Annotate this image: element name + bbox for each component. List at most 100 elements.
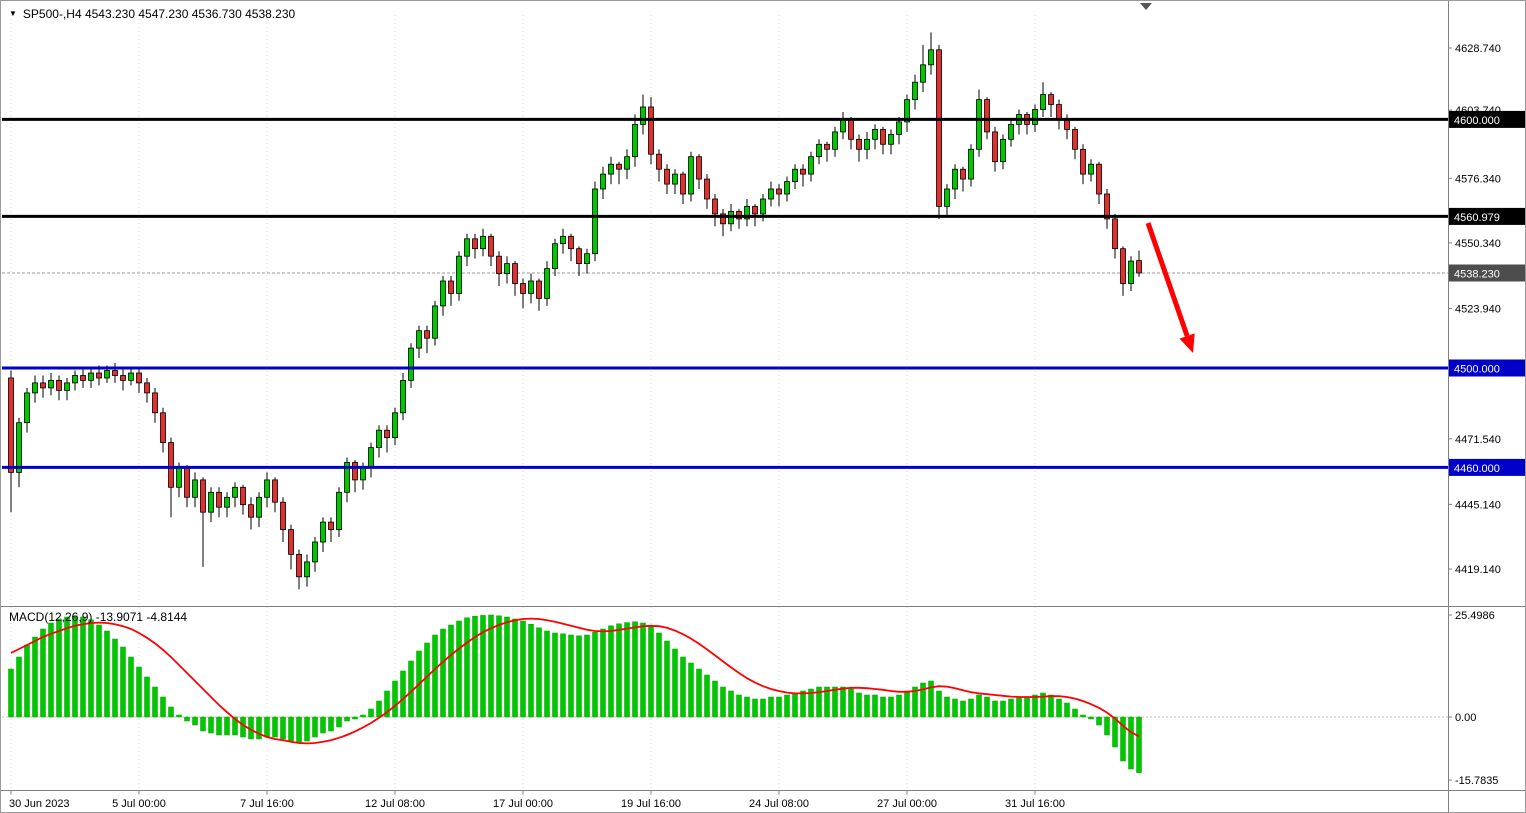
macd-bar <box>984 696 990 718</box>
chart-shift-marker-icon[interactable] <box>1140 3 1152 10</box>
chart-title: ▼ SP500-,H4 4543.230 4547.230 4536.730 4… <box>9 7 295 21</box>
macd-bar <box>944 696 950 718</box>
chart-plot-area[interactable] <box>1 1 1448 791</box>
price-tick-label: 4471.540 <box>1455 434 1501 446</box>
candle <box>480 228 486 257</box>
price-tick-label: 4445.140 <box>1455 499 1501 511</box>
candle <box>264 472 270 508</box>
macd-bar <box>216 716 222 736</box>
macd-bar <box>224 716 230 736</box>
macd-bar <box>392 680 398 718</box>
candle <box>1096 161 1102 204</box>
macd-bar <box>680 656 686 718</box>
macd-bar <box>800 690 806 718</box>
macd-bar <box>232 716 238 736</box>
macd-bar <box>1056 698 1062 718</box>
candle <box>64 378 70 401</box>
candle <box>112 363 118 383</box>
macd-bar <box>472 615 478 718</box>
macd-bar <box>400 670 406 718</box>
candle <box>128 368 134 386</box>
candle <box>240 484 246 515</box>
price-tick-label: 4419.140 <box>1455 564 1501 576</box>
macd-bar <box>1040 692 1046 718</box>
candle <box>1136 250 1142 277</box>
candle <box>144 378 150 403</box>
macd-bar <box>440 628 446 718</box>
macd-bar <box>8 668 14 718</box>
macd-bar <box>912 686 918 718</box>
candle <box>960 166 966 192</box>
candle <box>216 487 222 518</box>
macd-bar <box>280 716 286 740</box>
candle <box>1104 189 1110 229</box>
price-badge: 4600.000 <box>1449 110 1525 128</box>
candle <box>888 129 894 155</box>
candle <box>56 375 62 401</box>
macd-bar <box>712 680 718 718</box>
macd-bar <box>56 618 62 718</box>
macd-bar <box>488 614 494 718</box>
candle <box>352 460 358 493</box>
macd-bar <box>24 644 30 718</box>
macd-bar <box>192 716 198 726</box>
candle <box>424 325 430 354</box>
candle <box>272 477 278 513</box>
macd-bar <box>1024 696 1030 718</box>
macd-bar <box>1016 696 1022 718</box>
candle <box>544 261 550 306</box>
candle <box>864 131 870 160</box>
macd-bar <box>640 622 646 718</box>
trend-arrow[interactable] <box>1145 222 1195 353</box>
candle <box>16 417 22 488</box>
macd-bar <box>1064 702 1070 718</box>
macd-bar <box>1008 698 1014 718</box>
macd-bar <box>784 694 790 718</box>
macd-bar <box>976 694 982 718</box>
candle <box>856 134 862 162</box>
candle <box>1040 82 1046 117</box>
macd-bar <box>448 624 454 718</box>
macd-bar <box>632 621 638 718</box>
macd-bar <box>96 624 102 718</box>
candle <box>208 487 214 523</box>
candle <box>248 497 254 530</box>
candle <box>560 228 566 254</box>
macd-bar <box>120 646 126 718</box>
macd-bar <box>176 714 182 718</box>
macd-bar <box>88 619 94 718</box>
macd-bar <box>1096 716 1102 726</box>
candle <box>912 74 918 110</box>
candle <box>32 375 38 403</box>
candle <box>792 164 798 189</box>
macd-indicator-label: MACD(12,26,9) -13.9071 -4.8144 <box>9 610 188 624</box>
candle <box>256 492 262 528</box>
candle <box>288 524 294 570</box>
candle <box>336 487 342 537</box>
macd-bar <box>552 632 558 718</box>
candle <box>328 517 334 542</box>
macd-bar <box>136 666 142 718</box>
macd-bar <box>160 696 166 718</box>
candle <box>8 370 14 513</box>
macd-bar <box>856 692 862 718</box>
candle <box>872 124 878 150</box>
candle <box>768 181 774 207</box>
candle <box>448 276 454 306</box>
candle <box>432 300 438 346</box>
candle <box>200 477 206 567</box>
macd-bar <box>816 686 822 718</box>
macd-bar <box>200 716 206 732</box>
macd-bar <box>896 694 902 718</box>
macd-bar <box>272 716 278 738</box>
candle <box>1008 119 1014 147</box>
macd-bar <box>672 648 678 718</box>
macd-bar <box>832 686 838 718</box>
candle <box>48 373 54 396</box>
symbol-dropdown-icon[interactable]: ▼ <box>9 9 17 18</box>
macd-bar <box>184 716 190 722</box>
macd-bar <box>496 615 502 718</box>
macd-bar <box>32 636 38 718</box>
macd-bar <box>376 700 382 718</box>
